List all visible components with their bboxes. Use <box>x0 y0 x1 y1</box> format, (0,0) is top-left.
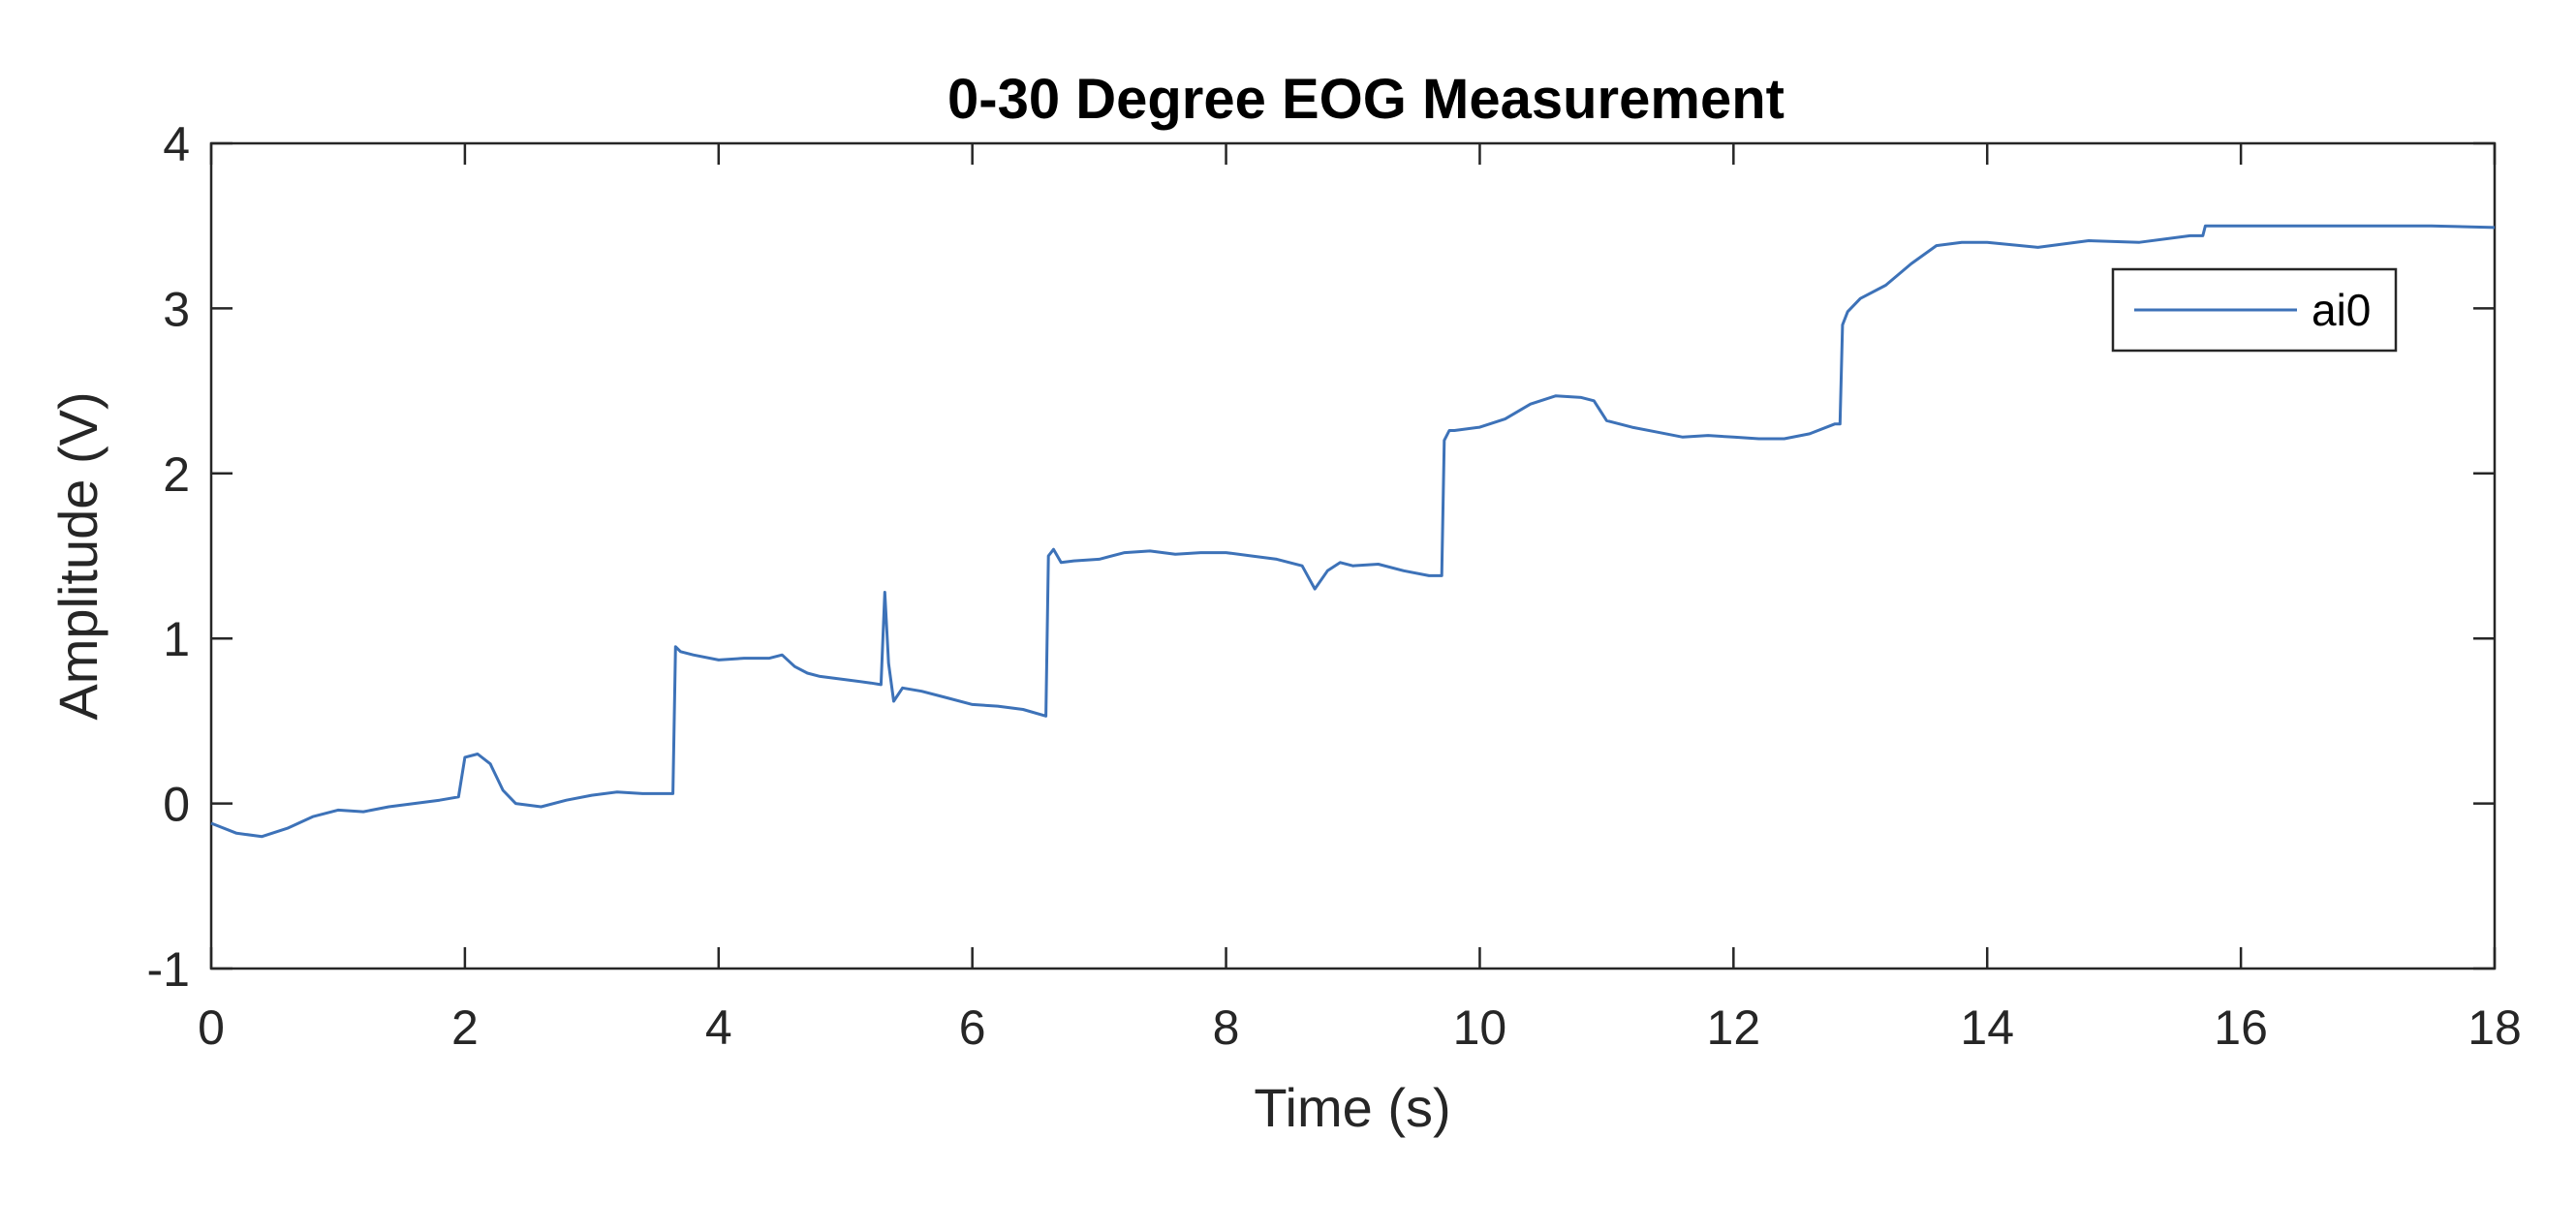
x-tick-label: 18 <box>2467 1000 2522 1055</box>
plot-area <box>209 141 2497 970</box>
y-tick-label: 0 <box>163 778 190 832</box>
legend: ai0 <box>2111 267 2398 353</box>
x-tick-label: 8 <box>1213 1000 1240 1055</box>
x-tick-label: 6 <box>959 1000 986 1055</box>
y-tick-label: 1 <box>163 612 190 666</box>
x-tick-label: 12 <box>1707 1000 1761 1055</box>
x-tick-label: 16 <box>2214 1000 2268 1055</box>
y-tick-label: 3 <box>163 282 190 336</box>
series-line-ai0 <box>210 224 2496 839</box>
x-axis-label: Time (s) <box>1254 1077 1450 1138</box>
x-axis: 0 2 4 6 8 10 12 14 16 18 <box>198 143 2522 1055</box>
y-tick-label: 2 <box>163 447 190 502</box>
x-tick-label: 4 <box>705 1000 732 1055</box>
series-layer <box>210 224 2496 839</box>
y-axis-label: Amplitude (V) <box>47 391 109 720</box>
x-tick-label: 0 <box>198 1000 225 1055</box>
y-axis: -1 0 1 2 3 4 <box>147 117 2495 997</box>
x-tick-label: 14 <box>1960 1000 2014 1055</box>
x-tick-label: 2 <box>451 1000 479 1055</box>
y-tick-label: 4 <box>163 117 190 171</box>
legend-entry-label: ai0 <box>2312 285 2371 335</box>
x-tick-label: 10 <box>1453 1000 1507 1055</box>
chart-title: 0-30 Degree EOG Measurement <box>947 68 1785 131</box>
y-tick-label: -1 <box>147 942 190 997</box>
